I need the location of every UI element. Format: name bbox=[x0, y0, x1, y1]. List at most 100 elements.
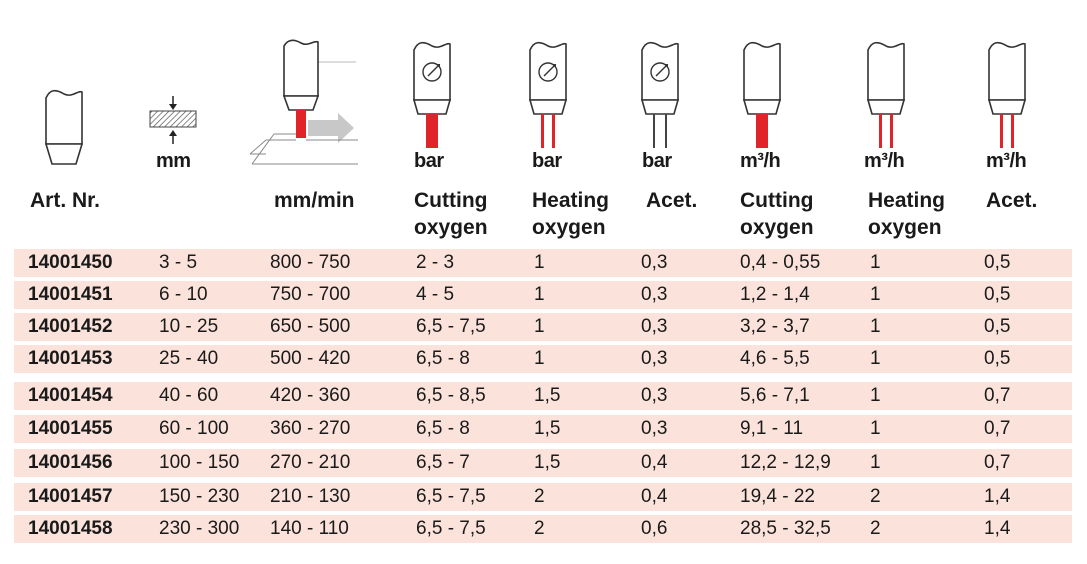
cell-heating-oxygen-flow: 1 bbox=[870, 418, 881, 439]
header-line: oxygen bbox=[414, 216, 488, 239]
cell-speed: 800 - 750 bbox=[270, 252, 351, 273]
cutting-oxygen-flow-icon bbox=[742, 41, 782, 148]
cell-art-nr: 14001456 bbox=[28, 452, 113, 473]
cell-cutting-oxygen-flow: 9,1 - 11 bbox=[740, 418, 804, 439]
cell-cutting-oxygen-pressure: 6,5 - 8,5 bbox=[416, 385, 486, 406]
header-line: Heating bbox=[532, 189, 610, 212]
cell-thickness: 150 - 230 bbox=[159, 486, 240, 507]
cell-acet-flow: 0,7 bbox=[984, 385, 1011, 406]
cell-heating-oxygen-flow: 1 bbox=[870, 252, 881, 273]
cell-acet-pressure: 0,3 bbox=[641, 385, 668, 406]
cell-heating-oxygen-flow: 1 bbox=[870, 385, 881, 406]
cell-thickness: 3 - 5 bbox=[159, 252, 198, 273]
cell-heating-oxygen-pressure: 2 bbox=[534, 518, 545, 539]
cell-cutting-oxygen-pressure: 6,5 - 8 bbox=[416, 418, 470, 439]
table-row: 14001456 100 - 150 270 - 210 6,5 - 7 1,5… bbox=[14, 449, 1072, 477]
cell-acet-flow: 0,5 bbox=[984, 348, 1011, 369]
cell-thickness: 40 - 60 bbox=[159, 385, 219, 406]
cell-acet-flow: 0,7 bbox=[984, 452, 1011, 473]
table-row: 14001457 150 - 230 210 - 130 6,5 - 7,5 2… bbox=[14, 483, 1072, 511]
acetylene-flow-icon bbox=[987, 41, 1027, 148]
cell-speed: 210 - 130 bbox=[270, 486, 351, 507]
cell-speed: 140 - 110 bbox=[270, 518, 349, 539]
cell-acet-pressure: 0,3 bbox=[641, 316, 668, 337]
cell-acet-flow: 1,4 bbox=[984, 518, 1011, 539]
cell-acet-pressure: 0,3 bbox=[641, 252, 668, 273]
cell-speed: 750 - 700 bbox=[270, 284, 351, 305]
cell-heating-oxygen-pressure: 1,5 bbox=[534, 385, 561, 406]
cutting-oxygen-pressure-icon bbox=[412, 41, 452, 148]
unit-pressure-cutting: bar bbox=[414, 150, 444, 172]
cell-speed: 420 - 360 bbox=[270, 385, 351, 406]
header-heating-oxygen-flow: Heating oxygen bbox=[868, 187, 945, 241]
cell-heating-oxygen-pressure: 2 bbox=[534, 486, 545, 507]
cell-heating-oxygen-pressure: 1 bbox=[534, 252, 545, 273]
cell-acet-pressure: 0,6 bbox=[641, 518, 668, 539]
cell-heating-oxygen-flow: 1 bbox=[870, 452, 881, 473]
header-speed: mm/min bbox=[274, 189, 355, 212]
header-cutting-oxygen-flow: Cutting oxygen bbox=[740, 187, 814, 241]
cell-cutting-oxygen-flow: 4,6 - 5,5 bbox=[740, 348, 810, 369]
cell-speed: 360 - 270 bbox=[270, 418, 351, 439]
header-heating-oxygen-pressure: Heating oxygen bbox=[532, 187, 609, 241]
cell-cutting-oxygen-pressure: 6,5 - 7,5 bbox=[416, 518, 486, 539]
cell-acet-pressure: 0,4 bbox=[641, 486, 668, 507]
cell-cutting-oxygen-pressure: 2 - 3 bbox=[416, 252, 455, 273]
header-acet-pressure: Acet. bbox=[646, 189, 698, 212]
cell-thickness: 230 - 300 bbox=[159, 518, 240, 539]
cell-cutting-oxygen-flow: 1,2 - 1,4 bbox=[740, 284, 810, 305]
cell-heating-oxygen-flow: 1 bbox=[870, 284, 881, 305]
cell-cutting-oxygen-pressure: 6,5 - 8 bbox=[416, 348, 470, 369]
header-line: oxygen bbox=[868, 216, 942, 239]
cell-art-nr: 14001458 bbox=[28, 518, 113, 539]
heating-oxygen-flow-icon bbox=[866, 41, 906, 148]
header-art-nr: Art. Nr. bbox=[30, 189, 101, 212]
cell-art-nr: 14001454 bbox=[28, 385, 113, 406]
cell-cutting-oxygen-flow: 12,2 - 12,9 bbox=[740, 452, 831, 473]
table-row: 14001450 3 - 5 800 - 750 2 - 3 1 0,3 0,4… bbox=[14, 249, 1072, 277]
cell-acet-pressure: 0,4 bbox=[641, 452, 668, 473]
unit-pressure-acet: bar bbox=[642, 150, 672, 172]
cell-cutting-oxygen-pressure: 6,5 - 7 bbox=[416, 452, 470, 473]
cell-art-nr: 14001450 bbox=[28, 252, 113, 273]
cell-art-nr: 14001457 bbox=[28, 486, 113, 507]
cell-heating-oxygen-pressure: 1,5 bbox=[534, 418, 561, 439]
cell-cutting-oxygen-pressure: 4 - 5 bbox=[416, 284, 455, 305]
cell-heating-oxygen-pressure: 1 bbox=[534, 348, 545, 369]
cell-art-nr: 14001455 bbox=[28, 418, 113, 439]
header-line: Cutting bbox=[414, 189, 488, 212]
cell-acet-flow: 0,7 bbox=[984, 418, 1011, 439]
unit-flow-cutting: m³/h bbox=[740, 150, 781, 172]
header-line: Heating bbox=[868, 189, 946, 212]
cell-thickness: 6 - 10 bbox=[159, 284, 208, 305]
cell-heating-oxygen-flow: 1 bbox=[870, 316, 881, 337]
cell-thickness: 10 - 25 bbox=[159, 316, 219, 337]
cell-speed: 650 - 500 bbox=[270, 316, 351, 337]
cell-speed: 270 - 210 bbox=[270, 452, 351, 473]
unit-pressure-heating: bar bbox=[532, 150, 562, 172]
cell-acet-flow: 1,4 bbox=[984, 486, 1011, 507]
cell-acet-pressure: 0,3 bbox=[641, 418, 668, 439]
cell-cutting-oxygen-pressure: 6,5 - 7,5 bbox=[416, 486, 486, 507]
cell-acet-flow: 0,5 bbox=[984, 252, 1011, 273]
cell-art-nr: 14001452 bbox=[28, 316, 113, 337]
cell-heating-oxygen-flow: 2 bbox=[870, 486, 881, 507]
cell-cutting-oxygen-flow: 3,2 - 3,7 bbox=[740, 316, 810, 337]
cell-thickness: 60 - 100 bbox=[159, 418, 229, 439]
header-cutting-oxygen-pressure: Cutting oxygen bbox=[414, 187, 488, 241]
plate-thickness-icon bbox=[149, 96, 197, 144]
unit-thickness: mm bbox=[156, 150, 191, 172]
header-acet-flow: Acet. bbox=[986, 189, 1038, 212]
heating-oxygen-pressure-icon bbox=[528, 41, 568, 148]
acetylene-pressure-icon bbox=[640, 41, 680, 148]
cell-speed: 500 - 420 bbox=[270, 348, 351, 369]
table-row: 14001454 40 - 60 420 - 360 6,5 - 8,5 1,5… bbox=[14, 382, 1072, 410]
cell-art-nr: 14001451 bbox=[28, 284, 113, 305]
cell-heating-oxygen-pressure: 1,5 bbox=[534, 452, 561, 473]
cell-cutting-oxygen-flow: 5,6 - 7,1 bbox=[740, 385, 810, 406]
cell-cutting-oxygen-flow: 0,4 - 0,55 bbox=[740, 252, 821, 273]
cell-heating-oxygen-pressure: 1 bbox=[534, 316, 545, 337]
cell-cutting-oxygen-flow: 28,5 - 32,5 bbox=[740, 518, 831, 539]
cell-cutting-oxygen-pressure: 6,5 - 7,5 bbox=[416, 316, 486, 337]
unit-flow-acet: m³/h bbox=[986, 150, 1027, 172]
